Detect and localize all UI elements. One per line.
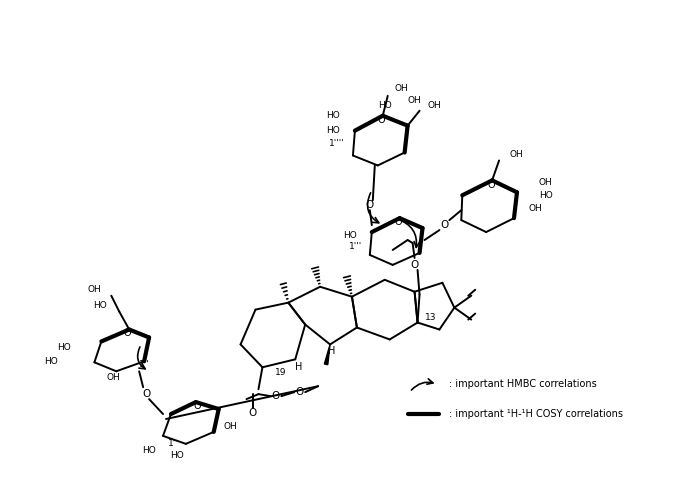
Text: O: O: [248, 408, 256, 418]
Text: OH: OH: [539, 178, 553, 187]
Text: O: O: [488, 180, 495, 190]
Text: HO: HO: [326, 126, 340, 135]
Text: 13: 13: [424, 313, 436, 322]
Text: OH: OH: [88, 285, 101, 294]
Text: OH: OH: [509, 150, 523, 159]
Text: 1'''': 1'''': [329, 139, 345, 148]
Text: O: O: [123, 329, 131, 338]
Text: HO: HO: [539, 191, 553, 200]
Polygon shape: [324, 344, 330, 365]
Text: OH: OH: [107, 373, 120, 382]
Text: 19: 19: [275, 368, 287, 377]
Text: HO: HO: [94, 301, 107, 310]
Text: HO: HO: [170, 451, 184, 460]
Text: O: O: [395, 217, 403, 227]
Text: O: O: [142, 389, 150, 399]
Text: O: O: [411, 260, 419, 270]
Text: H: H: [294, 362, 302, 372]
Text: O: O: [193, 401, 201, 411]
Text: OH: OH: [394, 84, 409, 94]
Text: O: O: [378, 115, 386, 125]
Text: OH: OH: [407, 96, 422, 105]
Text: O: O: [271, 391, 279, 401]
Text: HO: HO: [326, 111, 340, 120]
Text: H: H: [328, 346, 336, 356]
Text: OH: OH: [529, 204, 543, 213]
Text: 1': 1': [168, 439, 176, 449]
Text: OH: OH: [224, 422, 237, 431]
Text: HO: HO: [142, 446, 156, 455]
Text: O: O: [295, 387, 303, 397]
Text: HO: HO: [343, 230, 357, 240]
Text: OH: OH: [428, 101, 441, 110]
Text: 1'': 1'': [139, 360, 150, 369]
Text: O: O: [440, 220, 449, 230]
Text: 1''': 1''': [349, 243, 362, 251]
Text: O: O: [366, 200, 374, 210]
Text: HO: HO: [378, 101, 392, 110]
Text: : important ¹H-¹H COSY correlations: : important ¹H-¹H COSY correlations: [449, 409, 624, 419]
Text: HO: HO: [56, 343, 70, 352]
Text: : important HMBC correlations: : important HMBC correlations: [449, 379, 597, 389]
Text: HO: HO: [44, 357, 57, 366]
